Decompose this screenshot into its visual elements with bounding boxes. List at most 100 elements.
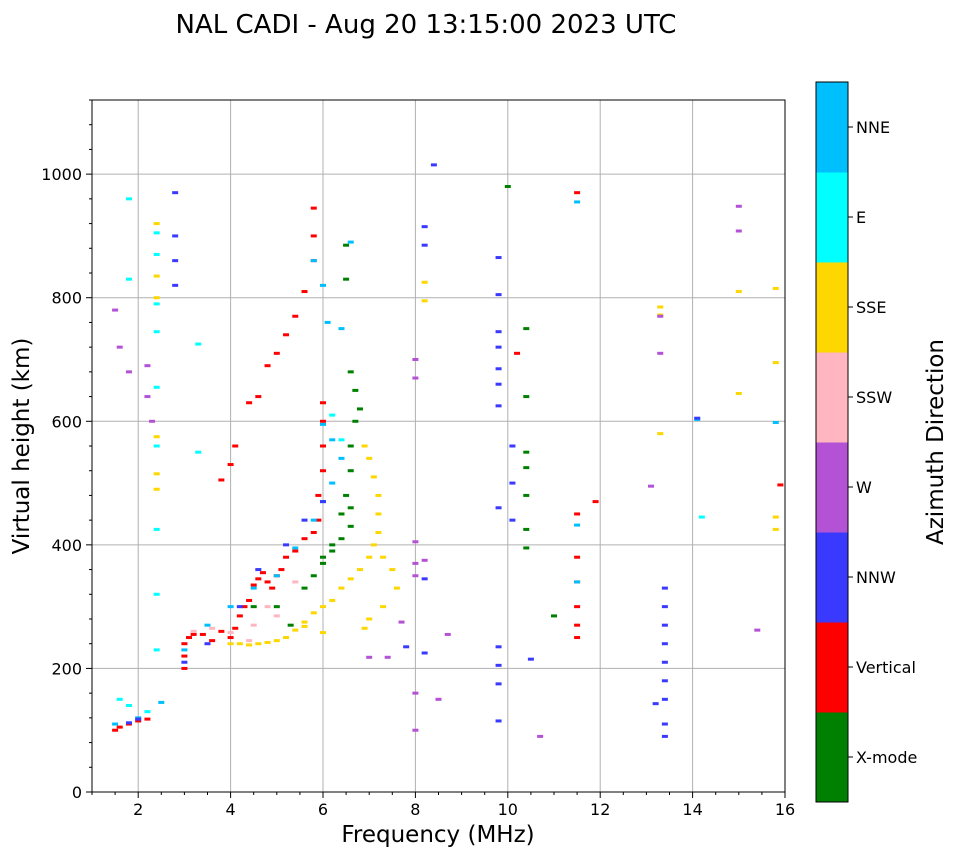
data-point bbox=[172, 191, 179, 195]
data-point bbox=[246, 643, 253, 647]
data-point bbox=[403, 645, 410, 649]
data-point bbox=[509, 518, 516, 522]
data-point bbox=[495, 345, 502, 349]
colorbar-tick-label: SSE bbox=[856, 298, 886, 317]
data-point bbox=[181, 666, 188, 670]
data-point bbox=[661, 679, 668, 683]
data-point bbox=[412, 376, 419, 380]
data-point bbox=[574, 555, 581, 559]
data-point bbox=[190, 629, 197, 633]
data-point bbox=[144, 710, 151, 714]
data-point bbox=[301, 586, 308, 590]
data-point bbox=[495, 719, 502, 723]
data-point bbox=[574, 636, 581, 640]
colorbar-tick-label: X-mode bbox=[856, 748, 917, 767]
data-point bbox=[370, 543, 377, 547]
data-point bbox=[412, 691, 419, 695]
series-w bbox=[112, 204, 761, 738]
data-point bbox=[523, 395, 530, 399]
data-point bbox=[153, 527, 160, 531]
data-point bbox=[574, 623, 581, 627]
data-point bbox=[412, 561, 419, 565]
data-point bbox=[153, 302, 160, 306]
data-points bbox=[112, 163, 784, 738]
data-point bbox=[661, 642, 668, 646]
series-nnw bbox=[125, 163, 701, 738]
data-point bbox=[398, 620, 405, 624]
data-point bbox=[246, 639, 253, 643]
data-point bbox=[209, 626, 216, 630]
series-sse bbox=[153, 222, 779, 647]
data-point bbox=[301, 290, 308, 294]
data-point bbox=[657, 314, 664, 318]
data-point bbox=[338, 438, 345, 442]
data-point bbox=[329, 598, 336, 602]
data-point bbox=[412, 358, 419, 361]
data-point bbox=[338, 456, 345, 460]
data-point bbox=[301, 518, 308, 522]
data-point bbox=[246, 401, 253, 405]
data-point bbox=[421, 651, 428, 655]
data-point bbox=[523, 546, 530, 550]
data-point bbox=[125, 277, 132, 281]
data-point bbox=[495, 293, 502, 297]
data-point bbox=[777, 483, 784, 487]
data-point bbox=[310, 518, 317, 522]
data-point bbox=[338, 327, 345, 331]
data-point bbox=[292, 546, 299, 550]
data-point bbox=[172, 234, 179, 238]
data-point bbox=[283, 555, 290, 559]
data-point bbox=[657, 432, 664, 436]
data-point bbox=[135, 719, 142, 723]
data-point bbox=[361, 444, 368, 448]
data-point bbox=[292, 580, 299, 584]
data-point bbox=[384, 655, 391, 659]
data-point bbox=[310, 206, 317, 210]
data-point bbox=[172, 259, 179, 263]
data-point bbox=[495, 367, 502, 371]
data-point bbox=[393, 586, 400, 590]
data-point bbox=[361, 626, 368, 630]
data-point bbox=[509, 481, 516, 485]
data-point bbox=[199, 632, 206, 636]
x-axis-label: Frequency (MHz) bbox=[341, 822, 534, 848]
data-point bbox=[149, 419, 156, 423]
data-point bbox=[366, 655, 373, 659]
data-point bbox=[661, 722, 668, 726]
data-point bbox=[310, 611, 317, 615]
data-point bbox=[366, 555, 373, 559]
data-point bbox=[186, 636, 193, 640]
data-point bbox=[574, 580, 581, 584]
data-point bbox=[495, 663, 502, 667]
colorbar: X-mode Vertical NNW W SSW SSE E NNE bbox=[815, 81, 917, 803]
data-point bbox=[292, 628, 299, 632]
data-point bbox=[153, 472, 160, 476]
data-point bbox=[227, 642, 234, 646]
colorbar-tick-label: NNW bbox=[856, 568, 896, 587]
data-point bbox=[329, 549, 336, 553]
data-point bbox=[241, 605, 248, 609]
data-point bbox=[370, 475, 377, 479]
chart-title: NAL CADI - Aug 20 13:15:00 2023 UTC bbox=[176, 10, 677, 40]
data-point bbox=[153, 231, 160, 235]
data-point bbox=[112, 308, 119, 312]
colorbar-swatch bbox=[816, 82, 848, 173]
data-point bbox=[301, 537, 308, 541]
data-point bbox=[144, 364, 151, 368]
colorbar-swatch bbox=[816, 532, 848, 623]
data-point bbox=[273, 639, 280, 643]
x-tick-label: 16 bbox=[775, 800, 795, 819]
data-point bbox=[343, 277, 350, 281]
data-point bbox=[236, 605, 243, 609]
data-point bbox=[375, 493, 382, 497]
data-point bbox=[264, 640, 271, 644]
gridlines bbox=[92, 100, 786, 793]
data-point bbox=[153, 444, 160, 448]
data-point bbox=[444, 632, 451, 636]
colorbar-frame bbox=[815, 81, 849, 803]
data-point bbox=[592, 500, 599, 504]
data-point bbox=[125, 370, 132, 374]
colorbar-swatch bbox=[816, 262, 848, 353]
data-point bbox=[144, 717, 151, 721]
data-point bbox=[343, 243, 350, 247]
